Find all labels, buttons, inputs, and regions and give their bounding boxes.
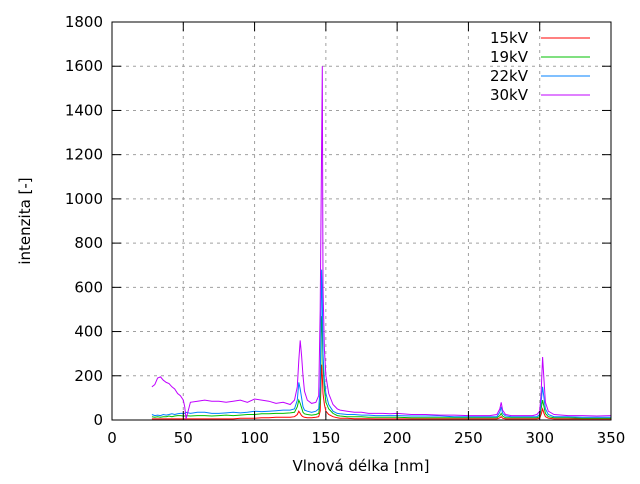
legend-label: 22kV: [490, 67, 529, 85]
series-group: [151, 66, 612, 420]
legend-label: 19kV: [490, 48, 529, 66]
y-tick-label: 1800: [65, 13, 103, 31]
y-tick-label: 1400: [65, 101, 103, 119]
legend-label: 30kV: [490, 86, 529, 104]
y-tick-label: 800: [74, 234, 103, 252]
series-line-22kV: [151, 269, 611, 418]
series-line-15kV: [151, 364, 611, 420]
y-tick-label: 1600: [65, 57, 103, 75]
y-axis-label: intenzita [-]: [16, 177, 34, 264]
grid: [112, 22, 611, 420]
legend-label: 15kV: [490, 29, 529, 47]
x-tick-label: 50: [174, 429, 193, 447]
ticks: 0 200 400 600 800 1000 1200 1400 1600 1800 0 50 100 1…: [65, 13, 626, 447]
x-tick-label: 150: [312, 429, 341, 447]
y-tick-label: 1000: [65, 190, 103, 208]
y-tick-label: 1200: [65, 146, 103, 164]
y-tick-label: 600: [74, 278, 103, 296]
x-tick-label: 350: [597, 429, 626, 447]
x-axis-label: Vlnová délka [nm]: [292, 457, 429, 475]
plot-border: [111, 21, 612, 421]
x-tick-label: 300: [525, 429, 554, 447]
series-line-30kV: [151, 66, 612, 420]
x-tick-label: 100: [240, 429, 269, 447]
y-tick-label: 0: [93, 411, 103, 429]
y-tick-label: 400: [74, 323, 103, 341]
x-tick-label: 200: [383, 429, 412, 447]
x-tick-label: 0: [107, 429, 117, 447]
x-tick-label: 250: [454, 429, 483, 447]
y-tick-label: 200: [74, 367, 103, 385]
